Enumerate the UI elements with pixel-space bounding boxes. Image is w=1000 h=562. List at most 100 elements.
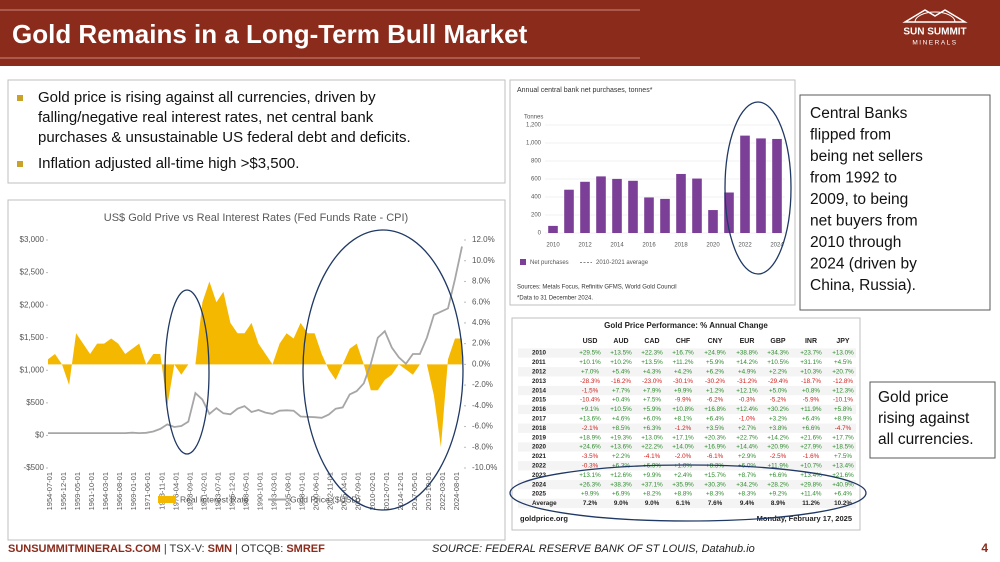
y2-tick-label: 10.0%: [472, 256, 495, 265]
table-cell: +13.6%: [610, 444, 632, 451]
column-header: CNY: [708, 338, 723, 345]
row-header: 2012: [532, 368, 547, 375]
x-tick-label: 2014-12-01: [396, 472, 405, 510]
x-tick-label: 2022-03-01: [438, 472, 447, 510]
table-cell: +9.1%: [581, 406, 599, 413]
table-cell: -0.3%: [582, 462, 599, 469]
row-band: [518, 423, 856, 433]
table-cell: 6.1%: [676, 500, 691, 507]
callout-box: [799, 94, 991, 311]
row-header: 2011: [532, 359, 546, 366]
x-tick-label: 2020: [706, 243, 720, 249]
table-cell: +4.5%: [834, 359, 852, 366]
table-cell: +22.3%: [641, 350, 663, 357]
table-cell: +31.1%: [800, 359, 822, 366]
y2-tick-label: 0.0%: [472, 359, 490, 368]
table-cell: +4.9%: [738, 368, 756, 375]
y-axis-label: Tonnes: [524, 115, 543, 121]
chart-title: US$ Gold Prive vs Real Interest Rates (F…: [104, 212, 408, 224]
y-tick-label: 1,200: [526, 123, 542, 129]
table-cell: +12.4%: [736, 406, 758, 413]
table-cell: -29.4%: [768, 378, 788, 385]
row-header: 2019: [532, 434, 547, 441]
bar: [708, 210, 718, 233]
y-tick-label: 800: [531, 159, 542, 165]
row-header: 2022: [532, 462, 547, 469]
table-cell: +19.3%: [610, 434, 632, 441]
bullet-text: purchases & unsustainable US federal deb…: [38, 129, 411, 146]
table-cell: -31.2%: [737, 378, 757, 385]
table-cell: +0.8%: [802, 387, 820, 394]
y2-tick-label: -8.0%: [472, 442, 493, 451]
table-cell: +17.1%: [672, 434, 694, 441]
table-cell: +10.5%: [767, 359, 789, 366]
bar: [596, 176, 606, 233]
performance-table: Gold Price Performance: % Annual Change U…: [518, 321, 856, 523]
bullet-text: falling/negative real interest rates, ne…: [38, 109, 374, 126]
column-header: EUR: [740, 338, 755, 345]
table-cell: +5.0%: [769, 387, 787, 394]
y-tick-label: -$500: [24, 463, 45, 472]
table-cell: +10.7%: [800, 462, 822, 469]
table-cell: +13.4%: [832, 462, 854, 469]
y-tick-label: 0: [538, 231, 542, 237]
y-tick-label: $2,000: [20, 300, 45, 309]
x-tick-label: 2000-06-01: [312, 472, 321, 510]
table-cell: +20.3%: [704, 434, 726, 441]
table-date: Monday, February 17, 2025: [757, 514, 852, 523]
table-cell: +8.2%: [643, 491, 661, 498]
x-tick-label: 1978-09-01: [185, 472, 194, 510]
table-cell: +8.7%: [738, 472, 756, 479]
footer-part: | TSX-V:: [161, 543, 208, 555]
y-tick-label: $2,500: [20, 268, 45, 277]
page-number: 4: [981, 541, 988, 555]
highlight-ellipse: [164, 289, 210, 455]
footer-part: | OTCQB:: [232, 543, 286, 555]
y-tick-label: 1,000: [526, 141, 542, 147]
table-cell: +13.4%: [800, 472, 822, 479]
footer-part: SUNSUMMITMINERALS.COM: [8, 543, 161, 555]
y-tick-label: $500: [26, 398, 44, 407]
table-cell: +7.5%: [643, 397, 661, 404]
table-cell: +14.2%: [767, 434, 789, 441]
table-cell: +11.9%: [800, 406, 821, 413]
table-cell: +24.6%: [579, 444, 601, 451]
callout-text: 2010 through: [810, 234, 901, 251]
table-cell: +6.6%: [769, 472, 787, 479]
footer-source: SOURCE: FEDERAL RESERVE BANK OF ST LOUIS…: [432, 543, 755, 555]
table-cell: +35.9%: [672, 481, 694, 488]
table-cell: -2.0%: [675, 453, 692, 460]
table-cell: +8.9%: [834, 415, 852, 422]
table-cell: +13.5%: [610, 350, 632, 357]
table-cell: +10.8%: [672, 406, 694, 413]
table-cell: +24.9%: [704, 350, 726, 357]
callout-text: being net sellers: [810, 148, 923, 165]
table-cell: +6.4%: [802, 415, 820, 422]
row-header: Average: [532, 500, 557, 507]
bullet-text: Gold price is rising against all currenc…: [38, 89, 376, 106]
table-cell: +4.6%: [612, 415, 630, 422]
x-tick-label: 2022: [738, 243, 752, 249]
table-cell: +22.2%: [641, 444, 663, 451]
table-cell: -5.9%: [803, 397, 820, 404]
logo-sun: [914, 11, 956, 23]
table-cell: -2.1%: [582, 425, 599, 432]
bullet-text: Inflation adjusted all-time high >$3,500…: [38, 155, 299, 172]
x-tick-label: 2019-10-01: [424, 472, 433, 510]
table-cell: 10.2%: [834, 500, 852, 507]
y-tick-label: $1,000: [20, 365, 45, 374]
table-cell: +9.9%: [581, 491, 599, 498]
logo-subtext: MINERALS: [912, 40, 957, 47]
x-tick-label: 2007-09-01: [354, 472, 363, 510]
table-cell: -30.1%: [673, 378, 693, 385]
table-cell: +5.9%: [643, 406, 661, 413]
table-cell: +23.7%: [800, 350, 822, 357]
x-tick-label: 1990-10-01: [255, 472, 264, 510]
table-cell: -6.2%: [707, 397, 724, 404]
x-tick-label: 1959-05-01: [73, 472, 82, 510]
row-header: 2018: [532, 425, 547, 432]
highlight-ellipse: [302, 229, 464, 511]
table-cell: +16.9%: [704, 444, 726, 451]
row-header: 2023: [532, 472, 547, 479]
table-cell: +8.5%: [612, 425, 630, 432]
